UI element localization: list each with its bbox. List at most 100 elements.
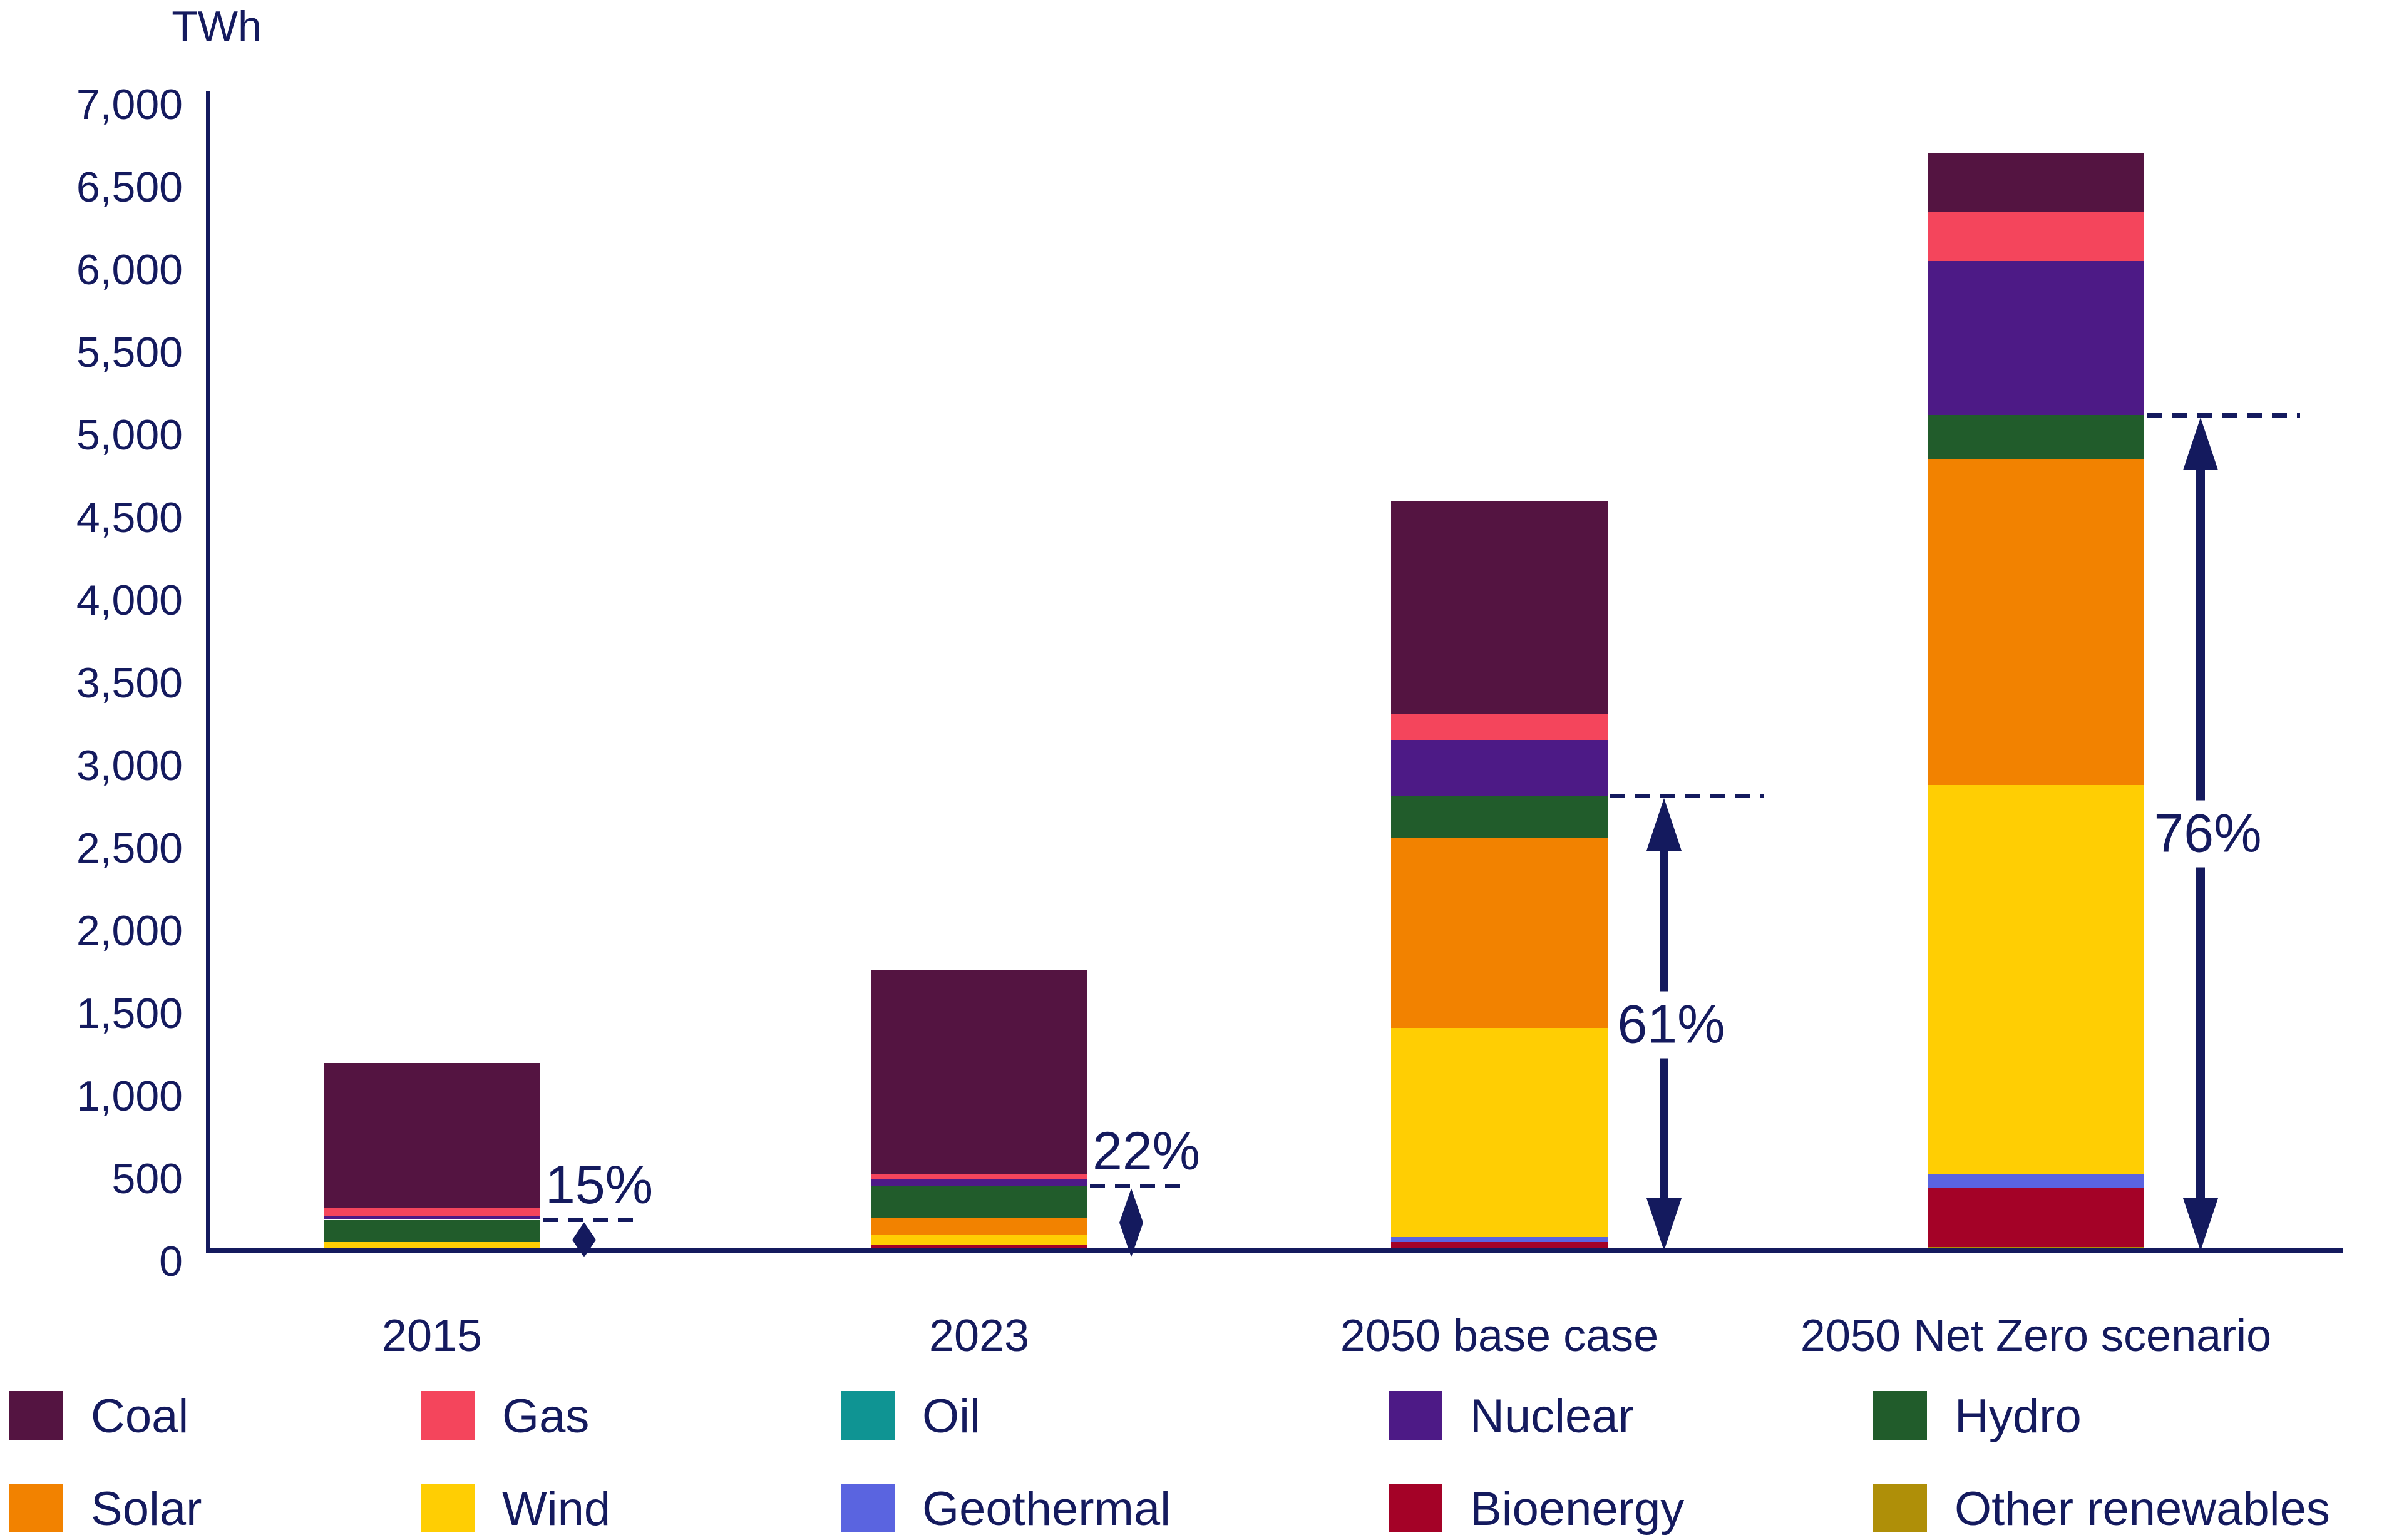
bar-segment-wind <box>871 1235 1087 1245</box>
bar-segment-geothermal <box>1928 1173 2144 1189</box>
legend-item-gas: Gas <box>421 1389 859 1445</box>
bar-segment-hydro <box>871 1186 1087 1218</box>
bar-segment-solar <box>1928 459 2144 786</box>
bar-segment-gas <box>324 1208 540 1217</box>
bar-segment-coal <box>871 969 1087 1174</box>
bar-segment-nuclear <box>871 1179 1087 1186</box>
y-tick-label: 5,500 <box>76 329 183 376</box>
legend-label: Hydro <box>1955 1390 2082 1443</box>
legend-item-coal: Coal <box>9 1389 448 1445</box>
x-axis-line <box>206 1248 2343 1253</box>
y-axis-unit-label: TWh <box>172 3 262 50</box>
renewables-share-dashed-line <box>1610 794 1764 799</box>
y-tick-label: 7,000 <box>76 81 183 128</box>
bar-segment-bioenergy <box>1391 1242 1608 1250</box>
bar-segment-gas <box>1391 714 1608 740</box>
renewables-share-label: 15% <box>545 1155 654 1216</box>
legend-label: Geothermal <box>922 1482 1171 1536</box>
x-tick-label: 2050 base case <box>1340 1311 1659 1361</box>
bar-segment-nuclear <box>1928 261 2144 415</box>
bar-segment-wind <box>1391 1028 1608 1238</box>
legend-swatch <box>841 1484 895 1532</box>
legend-swatch <box>1873 1484 1927 1532</box>
legend-swatch <box>1389 1391 1442 1440</box>
y-tick-label: 5,000 <box>76 411 183 459</box>
bar-segment-coal <box>324 1062 540 1208</box>
legend-row: Coal Gas Oil Nuclear Hydro <box>0 1389 2404 1445</box>
renewables-share-label: 76% <box>2147 800 2268 868</box>
renewables-range-diamond-arrow <box>1119 1188 1143 1257</box>
legend-label: Oil <box>922 1390 980 1443</box>
legend-item-hydro: Hydro <box>1873 1389 2311 1445</box>
renewables-share-dashed-line <box>1090 1184 1187 1189</box>
x-tick-label: 2050 Net Zero scenario <box>1800 1311 2272 1361</box>
bar-segment-wind <box>1928 785 2144 1174</box>
renewables-range-arrow: 61% <box>1611 798 1732 1251</box>
legend-swatch <box>9 1391 63 1440</box>
legend-label: Wind <box>502 1482 611 1536</box>
legend-item-other-renewables: Other renewables <box>1873 1481 2330 1537</box>
legend-label: Other renewables <box>1955 1482 2330 1536</box>
bar-segment-nuclear <box>324 1216 540 1220</box>
renewables-range-arrow: 76% <box>2147 417 2268 1251</box>
renewables-share-dashed-line <box>543 1218 640 1223</box>
renewables-share-label: 61% <box>1611 991 1732 1059</box>
bar-segment-geothermal <box>1391 1237 1608 1243</box>
bar-2023 <box>871 969 1087 1250</box>
bar-2050-net-zero-scenario <box>1928 153 2144 1250</box>
bar-segment-hydro <box>1391 796 1608 838</box>
y-axis-line <box>206 91 210 1253</box>
y-tick-label: 0 <box>159 1238 183 1285</box>
arrowhead-down <box>1646 1198 1682 1251</box>
renewables-share-dashed-line <box>2147 413 2300 418</box>
y-tick-label: 3,500 <box>76 659 183 707</box>
legend-label: Coal <box>91 1390 189 1443</box>
bar-segment-gas <box>1928 212 2144 262</box>
renewables-share-label: 22% <box>1092 1121 1201 1182</box>
arrowhead-down <box>2183 1198 2218 1251</box>
legend-item-wind: Wind <box>421 1481 859 1537</box>
bar-segment-solar <box>1391 838 1608 1029</box>
bar-segment-gas <box>871 1174 1087 1179</box>
bar-segment-nuclear <box>1391 739 1608 796</box>
legend-label: Bioenergy <box>1470 1482 1685 1536</box>
bar-2015 <box>324 1062 540 1250</box>
x-tick-label: 2015 <box>381 1311 483 1361</box>
bar-segment-hydro <box>1928 414 2144 460</box>
bar-segment-hydro <box>324 1219 540 1243</box>
legend-swatch <box>1389 1484 1442 1532</box>
legend-swatch <box>1873 1391 1927 1440</box>
bar-segment-bioenergy <box>871 1245 1087 1250</box>
y-tick-label: 6,500 <box>76 163 183 211</box>
y-tick-label: 2,000 <box>76 907 183 955</box>
legend-swatch <box>421 1484 475 1532</box>
legend-label: Nuclear <box>1470 1390 1634 1443</box>
y-tick-label: 1,500 <box>76 990 183 1037</box>
legend-item-bioenergy: Bioenergy <box>1389 1481 1827 1537</box>
y-tick-label: 500 <box>111 1155 183 1203</box>
legend-item-geothermal: Geothermal <box>841 1481 1279 1537</box>
y-tick-label: 6,000 <box>76 246 183 294</box>
legend-row: Solar Wind Geothermal Bioenergy Other renewa… <box>0 1481 2404 1537</box>
legend-item-solar: Solar <box>9 1481 448 1537</box>
bar-segment-coal <box>1391 501 1608 714</box>
bar-segment-wind <box>324 1242 540 1250</box>
bar-segment-coal <box>1928 153 2144 213</box>
legend-swatch <box>9 1484 63 1532</box>
legend-swatch <box>421 1391 475 1440</box>
bar-2050-base-case <box>1391 501 1608 1250</box>
bar-segment-solar <box>871 1217 1087 1235</box>
y-tick-label: 2,500 <box>76 824 183 872</box>
x-tick-label: 2023 <box>928 1311 1030 1361</box>
legend-item-oil: Oil <box>841 1389 1279 1445</box>
bar-segment-bioenergy <box>1928 1188 2144 1248</box>
y-tick-label: 1,000 <box>76 1072 183 1120</box>
legend-item-nuclear: Nuclear <box>1389 1389 1827 1445</box>
legend-swatch <box>841 1391 895 1440</box>
legend-label: Solar <box>91 1482 202 1536</box>
legend-label: Gas <box>502 1390 590 1443</box>
y-tick-label: 3,000 <box>76 742 183 789</box>
y-tick-label: 4,500 <box>76 494 183 542</box>
y-tick-label: 4,000 <box>76 577 183 624</box>
